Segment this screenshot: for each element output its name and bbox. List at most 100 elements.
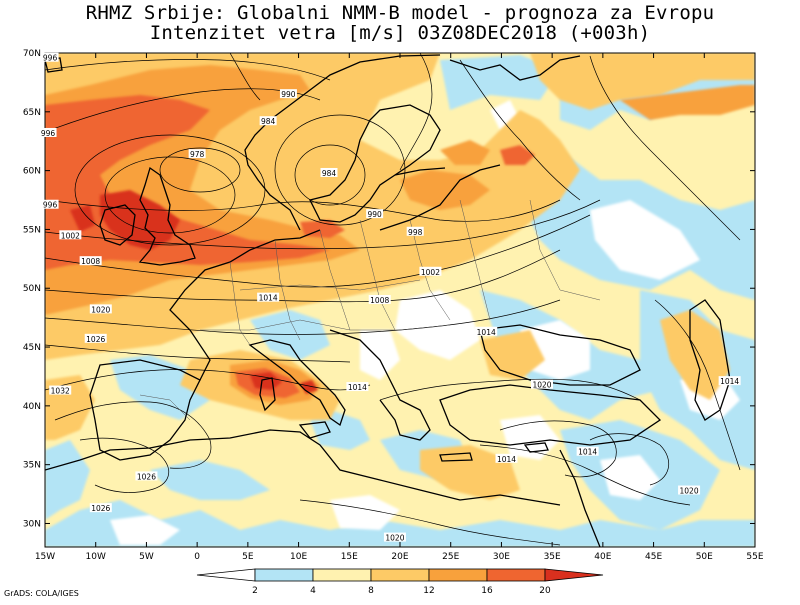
legend-swatch bbox=[312, 568, 372, 582]
lon-tick-label: 10E bbox=[290, 552, 307, 562]
legend-label: 8 bbox=[368, 586, 374, 596]
isobar-label: 1014 bbox=[259, 294, 278, 303]
isobar-label-bg bbox=[84, 333, 107, 343]
isobar-label: 1020 bbox=[532, 381, 551, 390]
lon-tick-label: 50E bbox=[696, 552, 713, 562]
lon-tick-label: 45E bbox=[645, 552, 662, 562]
isobar-label-bg bbox=[79, 256, 102, 266]
isobar-label: 984 bbox=[322, 169, 337, 178]
isobar-label: 1002 bbox=[61, 231, 80, 240]
lat-tick-label: 45N bbox=[23, 343, 41, 353]
isobar-label-bg bbox=[320, 167, 338, 177]
legend-label: 16 bbox=[481, 586, 493, 596]
grads-credit: GrADS: COLA/IGES bbox=[4, 589, 79, 598]
isobar-label-bg bbox=[576, 446, 599, 456]
isobar-label-bg bbox=[346, 382, 369, 392]
isobar-label: 1026 bbox=[86, 335, 105, 344]
isobar-label-bg bbox=[41, 52, 59, 62]
lat-tick-label: 40N bbox=[23, 402, 41, 412]
isobar-label: 1020 bbox=[680, 487, 699, 496]
isobar-label: 1014 bbox=[348, 383, 367, 392]
isobar-label: 996 bbox=[43, 54, 58, 63]
legend-swatch bbox=[486, 568, 546, 582]
isobar-label-bg bbox=[366, 209, 384, 219]
lon-tick-label: 5W bbox=[139, 552, 154, 562]
lon-tick-label: 40E bbox=[594, 552, 611, 562]
isobar-label-bg bbox=[49, 385, 72, 395]
isobar-labels: 990 984 978 984 990 996 1002 1008 998 1002 1014 100… bbox=[39, 52, 741, 543]
legend-swatch bbox=[428, 568, 488, 582]
isobar-label-bg bbox=[406, 226, 424, 236]
coastlines bbox=[45, 54, 731, 547]
isobar-label: 1008 bbox=[81, 257, 100, 266]
isobar-label: 990 bbox=[367, 210, 382, 219]
legend-swatch bbox=[370, 568, 430, 582]
legend-label: 4 bbox=[310, 586, 316, 596]
legend-label: 2 bbox=[252, 586, 258, 596]
isobar-label-bg bbox=[89, 304, 112, 314]
wind-legend: 2 4 8 12 16 20 bbox=[196, 568, 604, 596]
isobar-label: 1014 bbox=[720, 377, 739, 386]
isobar-label: 990 bbox=[281, 90, 296, 99]
isobar-label-bg bbox=[718, 376, 741, 386]
isobar-label: 1020 bbox=[385, 534, 404, 543]
isobar-label: 996 bbox=[43, 201, 58, 210]
legend-swatch bbox=[254, 568, 314, 582]
legend-label: 12 bbox=[423, 586, 434, 596]
map-title-line1: RHMZ Srbije: Globalni NMM-B model - prog… bbox=[85, 2, 715, 24]
isobar-label-bg bbox=[59, 230, 82, 240]
lat-tick-label: 35N bbox=[23, 461, 41, 471]
isobar-label: 1008 bbox=[370, 296, 389, 305]
wind-gt20-zones bbox=[70, 190, 318, 394]
country-borders bbox=[139, 199, 601, 421]
lat-tick-label: 60N bbox=[23, 167, 41, 177]
legend-label: 20 bbox=[539, 586, 551, 596]
isobar-label: 984 bbox=[261, 117, 276, 126]
wind-lt2-zones bbox=[110, 100, 740, 545]
isobar-label-bg bbox=[531, 379, 553, 389]
isobar-label-bg bbox=[475, 326, 498, 336]
isobar-label: 1014 bbox=[477, 328, 496, 337]
lon-tick-label: 25E bbox=[442, 552, 459, 562]
isobar-label: 996 bbox=[41, 129, 56, 138]
lon-tick-label: 35E bbox=[544, 552, 561, 562]
map-title-line2: Intenzitet vetra [m/s] 03Z08DEC2018 (+00… bbox=[149, 22, 651, 44]
isobar-label: 1020 bbox=[91, 305, 110, 314]
isobar-label-bg bbox=[495, 453, 518, 463]
lat-tick-label: 50N bbox=[23, 284, 41, 294]
isobar-label-bg bbox=[678, 485, 701, 495]
isobars bbox=[45, 53, 741, 546]
isobar-label-bg bbox=[89, 503, 112, 513]
isobar-label-bg bbox=[419, 266, 442, 276]
lon-tick-label: 30E bbox=[493, 552, 510, 562]
lon-tick-label: 5E bbox=[242, 552, 254, 562]
map-axes: 15W 10W 5W 0 5E 10E 15E 20E 25E 30E 35E 40E 45E 50E 55… bbox=[23, 49, 764, 562]
isobar-label: 1026 bbox=[137, 472, 156, 481]
lon-tick-label: 55E bbox=[746, 552, 763, 562]
lat-tick-label: 70N bbox=[23, 49, 41, 59]
isobar-label-bg bbox=[135, 471, 158, 481]
lat-tick-label: 30N bbox=[23, 519, 41, 529]
lon-tick-label: 15W bbox=[35, 552, 55, 562]
isobar-label: 998 bbox=[408, 228, 423, 237]
isobar-label: 1032 bbox=[51, 387, 70, 396]
lat-tick-label: 55N bbox=[23, 225, 41, 235]
isobar-label: 1002 bbox=[421, 268, 440, 277]
isobar-label-bg bbox=[257, 292, 280, 302]
isobar-label-bg bbox=[279, 89, 297, 99]
isobar-label-bg bbox=[188, 149, 206, 159]
lon-tick-label: 0 bbox=[194, 552, 200, 562]
isobar-label: 1014 bbox=[497, 455, 516, 464]
isobar-label: 1026 bbox=[91, 504, 110, 513]
isobar-label-bg bbox=[41, 199, 59, 209]
isobar-label-bg bbox=[368, 295, 391, 304]
lon-tick-label: 10W bbox=[86, 552, 106, 562]
isobar-label-bg bbox=[39, 127, 57, 137]
legend-gt20-triangle bbox=[544, 568, 604, 582]
isobar-label-bg bbox=[259, 116, 277, 126]
legend-lt2-triangle bbox=[196, 568, 256, 582]
lat-tick-label: 65N bbox=[23, 108, 41, 118]
isobar-label: 978 bbox=[190, 150, 205, 159]
wind-field bbox=[45, 53, 755, 547]
